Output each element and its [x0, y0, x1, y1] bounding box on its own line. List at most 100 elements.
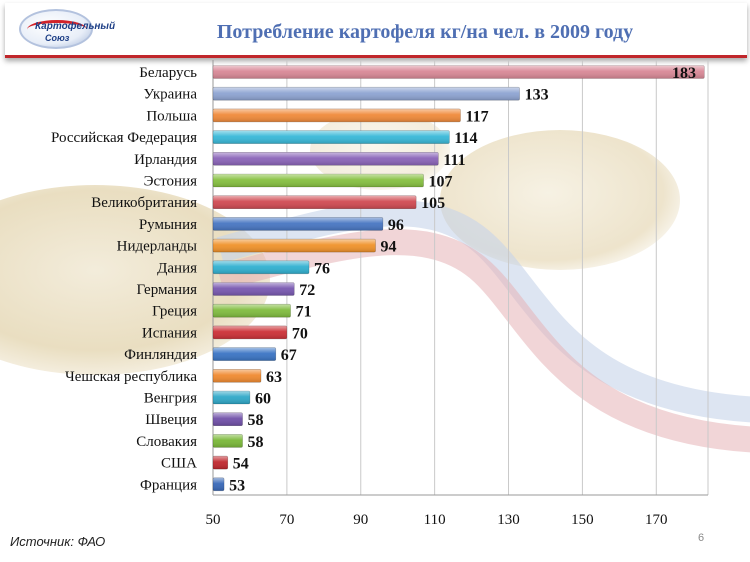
value-label: 54 [233, 456, 249, 473]
bar-16 [212, 390, 251, 405]
logo-text-top: Картофельный [35, 21, 116, 32]
category-label: Финляндия [124, 347, 197, 363]
bar-shine [213, 391, 250, 404]
category-label: США [161, 456, 197, 472]
category-label: Украина [144, 87, 198, 103]
category-label: Великобритания [91, 195, 197, 211]
bar-outline [212, 217, 384, 231]
value-label: 94 [381, 239, 397, 256]
bar-outline [212, 412, 243, 427]
value-label: 114 [454, 130, 477, 147]
category-label: Испания [142, 325, 197, 341]
bar-shine [213, 434, 243, 448]
bar-shine [213, 174, 424, 187]
bar-outline [212, 260, 310, 275]
x-tick-label: 70 [279, 512, 294, 528]
bar-outline [212, 325, 288, 340]
bar-shine [213, 347, 276, 361]
source-note: Источник: ФАО [10, 534, 106, 549]
bar-2 [212, 86, 520, 101]
bar-outline [212, 86, 520, 101]
value-label: 72 [299, 282, 315, 299]
value-label: 71 [296, 304, 312, 321]
bar-19 [212, 455, 229, 470]
bar-14 [212, 347, 277, 361]
bar-3 [212, 108, 461, 123]
logo-swoosh-icon [27, 20, 87, 39]
bar-shine [213, 108, 461, 122]
x-tick-label: 130 [497, 512, 520, 528]
value-label: 111 [443, 152, 465, 169]
category-label: Ирландия [134, 152, 197, 168]
x-tick-label: 90 [353, 512, 368, 528]
bar-outline [212, 238, 376, 253]
bar-shine [213, 456, 228, 470]
value-label: 60 [255, 391, 271, 408]
bar-15 [212, 368, 262, 383]
bar-outline [212, 152, 439, 166]
category-label: Чешская республика [65, 369, 197, 385]
value-label: 63 [266, 369, 282, 386]
bar-outline [212, 130, 450, 144]
bar-6 [212, 173, 424, 188]
bar-outline [212, 195, 417, 209]
bar-outline [212, 303, 291, 318]
bar-9 [212, 238, 376, 253]
bar-17 [212, 412, 243, 427]
value-label: 67 [281, 347, 297, 364]
bar-4 [212, 130, 450, 144]
category-labels: Беларусь Украина Польша Российская Федераци… [51, 65, 197, 493]
page-title: Потребление картофеля кг/на чел. в 2009 … [216, 21, 634, 43]
bar-shine [213, 239, 376, 253]
value-label: 96 [388, 217, 404, 234]
kartofelny-soyuz-logo: Картофельный Союз [19, 9, 115, 49]
x-tick-label: 170 [645, 512, 668, 528]
bar-shine [213, 325, 287, 339]
bar-10 [212, 260, 310, 275]
bar-13 [212, 325, 288, 340]
value-label: 70 [292, 325, 308, 342]
bar-outline [212, 108, 461, 123]
bar-outline [212, 173, 424, 188]
category-label: Румыния [139, 217, 197, 233]
category-label: Швеция [145, 412, 197, 428]
bar-shine [213, 412, 243, 426]
category-label: Беларусь [139, 65, 197, 81]
category-label: Франция [140, 477, 197, 493]
bar-1 [212, 65, 705, 79]
category-label: Российская Федерация [51, 130, 197, 146]
bar-12 [212, 303, 291, 318]
header-bar: Картофельный Союз Потребление картофеля … [5, 3, 747, 58]
bar-shine [213, 369, 262, 383]
value-labels: 183 133 117 114 111 107 105 96 94 76 72 71 70 67 63 60 5… [229, 65, 696, 494]
value-label: 183 [672, 65, 696, 82]
bar-shine [213, 217, 383, 231]
category-label: Эстония [144, 174, 197, 190]
bar-11 [212, 282, 295, 296]
bar-5 [212, 152, 439, 166]
bar-outline [212, 455, 229, 470]
grid-lines [212, 60, 709, 496]
value-label: 105 [421, 195, 445, 212]
bar-outline [212, 65, 705, 79]
bar-outline [212, 282, 295, 296]
category-label: Греция [152, 304, 197, 320]
x-axis-ticks: 50 70 90 110 130 150 170 [206, 512, 668, 528]
bar-shine [213, 195, 417, 209]
value-label: 58 [248, 412, 264, 429]
x-tick-label: 150 [571, 512, 594, 528]
bar-shine [213, 477, 225, 491]
bar-shine [213, 304, 291, 318]
bar-outline [212, 434, 243, 448]
bar-shine [213, 152, 439, 166]
bar-shine [213, 87, 520, 101]
bar-outline [212, 368, 262, 383]
bar-20 [212, 477, 225, 492]
category-label: Нидерланды [117, 239, 197, 255]
value-label: 133 [525, 87, 549, 104]
category-label: Венгрия [144, 391, 197, 407]
value-label: 107 [429, 174, 453, 191]
bar-outline [212, 477, 225, 492]
category-label: Германия [137, 282, 198, 298]
